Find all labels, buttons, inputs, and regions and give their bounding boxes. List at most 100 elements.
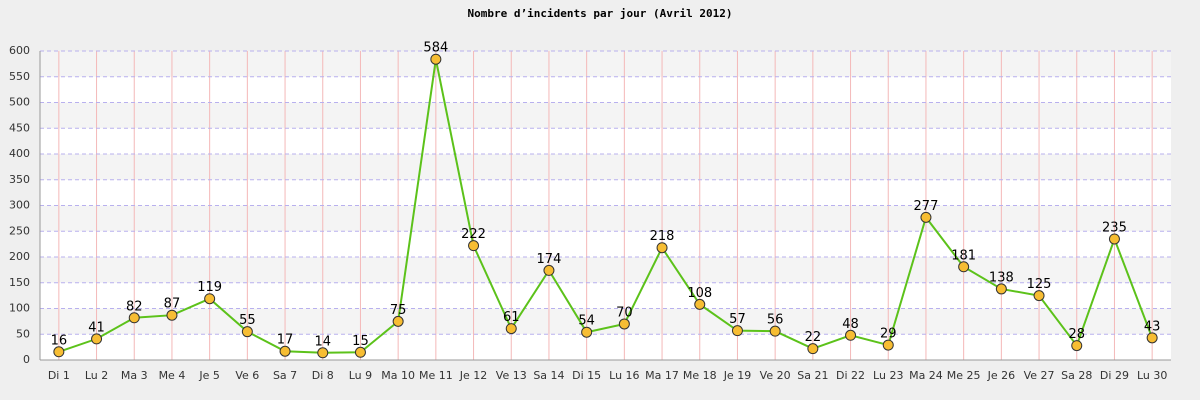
x-tick-label: Di 22	[836, 369, 865, 382]
data-label: 82	[126, 299, 143, 314]
x-tick-label: Me 11	[419, 369, 453, 382]
marker	[392, 315, 404, 327]
x-tick-label: Ve 13	[496, 369, 527, 382]
x-tick-label: Lu 30	[1137, 369, 1167, 382]
x-tick-label: Di 1	[48, 369, 70, 382]
chart-title: Nombre d’incidents par jour (Avril 2012)	[468, 7, 733, 20]
x-tick-label: Ma 17	[645, 369, 679, 382]
marker	[317, 347, 329, 359]
marker	[1071, 340, 1083, 352]
data-label: 43	[1144, 319, 1161, 334]
y-tick-label: 450	[9, 121, 30, 134]
x-tick-label: Ma 24	[909, 369, 943, 382]
data-label: 87	[164, 297, 181, 312]
data-label: 119	[197, 280, 222, 295]
marker	[1108, 233, 1120, 245]
data-label: 138	[989, 270, 1014, 285]
marker	[354, 346, 366, 358]
marker	[468, 240, 480, 252]
data-label: 57	[729, 312, 746, 327]
marker	[656, 242, 668, 254]
stripe	[40, 308, 1171, 335]
stripe	[40, 154, 1171, 180]
data-label: 56	[767, 313, 784, 328]
x-tick-label: Lu 16	[609, 369, 639, 382]
x-tick-label: Me 4	[159, 369, 186, 382]
x-tick-label: Sa 7	[273, 369, 297, 382]
x-tick-label: Di 8	[312, 369, 334, 382]
marker	[731, 325, 743, 337]
marker	[91, 333, 103, 345]
data-label: 41	[88, 320, 105, 335]
marker	[845, 329, 857, 341]
data-label: 55	[239, 313, 256, 328]
data-label: 17	[277, 333, 294, 348]
x-tick-label: Ma 3	[121, 369, 148, 382]
y-tick-label: 550	[9, 70, 30, 83]
x-tick-label: Lu 9	[349, 369, 372, 382]
data-label: 181	[951, 248, 976, 263]
data-label: 16	[51, 333, 68, 348]
x-tick-label: Me 18	[683, 369, 717, 382]
x-tick-label: Ma 10	[381, 369, 415, 382]
data-label: 29	[880, 327, 897, 342]
stripe	[40, 205, 1171, 232]
data-label: 54	[578, 314, 595, 329]
stripe	[40, 102, 1171, 129]
stripe	[40, 51, 1171, 77]
x-tick-label: Je 19	[723, 369, 752, 382]
marker	[166, 309, 178, 321]
y-tick-label: 200	[9, 250, 30, 263]
x-tick-label: Je 26	[987, 369, 1016, 382]
x-tick-label: Ve 20	[760, 369, 791, 382]
y-tick-label: 150	[9, 276, 30, 289]
data-label: 22	[805, 330, 822, 345]
marker	[1033, 290, 1045, 302]
data-label: 15	[352, 334, 369, 349]
x-tick-label: Me 25	[947, 369, 981, 382]
data-label: 70	[616, 305, 633, 320]
marker	[618, 318, 630, 330]
data-label: 222	[461, 227, 486, 242]
marker	[920, 211, 932, 223]
data-label: 28	[1068, 327, 1085, 342]
x-tick-label: Je 12	[459, 369, 488, 382]
data-label: 174	[537, 252, 562, 267]
data-label: 48	[842, 317, 859, 332]
marker	[505, 323, 517, 335]
data-label: 61	[503, 310, 520, 325]
marker	[694, 298, 706, 310]
y-tick-label: 250	[9, 224, 30, 237]
data-label: 277	[914, 199, 939, 214]
marker	[241, 326, 253, 338]
marker	[769, 325, 781, 337]
x-tick-label: Je 5	[198, 369, 220, 382]
data-label: 125	[1027, 277, 1052, 292]
marker	[807, 343, 819, 355]
x-tick-label: Ve 6	[235, 369, 259, 382]
y-tick-label: 100	[9, 302, 30, 315]
marker	[53, 346, 65, 358]
marker	[204, 293, 216, 305]
y-tick-label: 500	[9, 96, 30, 109]
marker	[958, 261, 970, 273]
y-tick-label: 300	[9, 199, 30, 212]
x-tick-label: Sa 21	[797, 369, 828, 382]
y-tick-label: 350	[9, 173, 30, 186]
y-tick-label: 0	[23, 353, 30, 366]
y-tick-label: 400	[9, 147, 30, 160]
data-label: 584	[423, 41, 448, 56]
x-tick-label: Lu 23	[873, 369, 903, 382]
x-tick-label: Di 29	[1100, 369, 1129, 382]
data-label: 235	[1102, 220, 1127, 235]
data-label: 75	[390, 303, 407, 318]
x-tick-label: Lu 2	[85, 369, 108, 382]
data-label: 108	[687, 286, 712, 301]
y-tick-label: 600	[9, 44, 30, 57]
data-label: 14	[314, 334, 331, 349]
marker	[1146, 332, 1158, 344]
x-tick-label: Di 15	[572, 369, 601, 382]
x-tick-label: Ve 27	[1024, 369, 1055, 382]
marker	[543, 264, 555, 276]
